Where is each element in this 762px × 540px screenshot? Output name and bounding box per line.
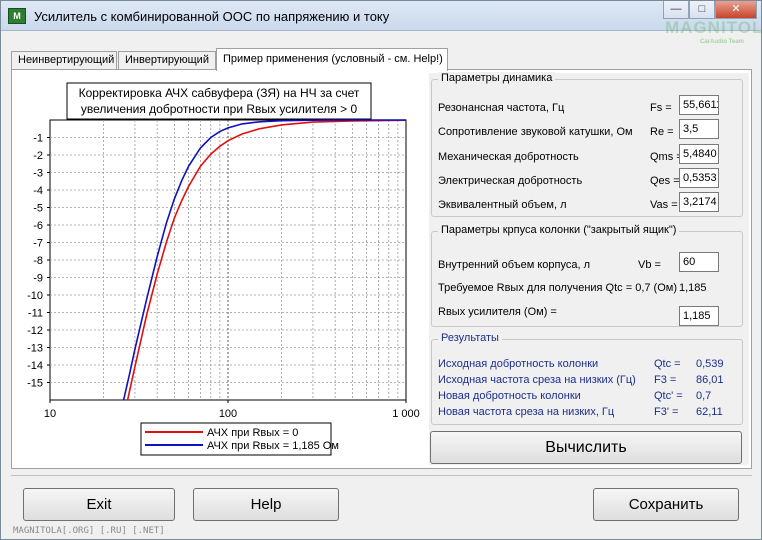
rout-label: Rвых усилителя (Ом) = xyxy=(438,306,557,318)
y-tick-label: -7 xyxy=(33,238,43,250)
y-tick-label: -5 xyxy=(33,203,43,215)
chart-title-line-1: Корректировка АЧХ сабвуфера (ЗЯ) на НЧ з… xyxy=(79,86,360,100)
y-tick-label: -9 xyxy=(33,273,43,285)
results-group: Результаты Исходная добротность колонки … xyxy=(431,332,743,425)
y-tick-label: -13 xyxy=(27,343,43,355)
fs-input[interactable]: 55,6611 xyxy=(679,95,719,115)
calculate-button[interactable]: Вычислить xyxy=(430,431,742,464)
x-tick-label: 1 000 xyxy=(392,408,420,420)
x-tick-label: 10 xyxy=(44,408,56,420)
y-tick-label: -12 xyxy=(27,325,43,337)
title-bar[interactable]: M Усилитель с комбинированной ООС по нап… xyxy=(1,1,761,31)
re-symbol: Re = xyxy=(650,126,674,138)
x-tick-label: 100 xyxy=(219,408,237,420)
f3-label: Исходная частота среза на низких (Гц) xyxy=(438,374,636,386)
exit-button[interactable]: Exit xyxy=(23,488,175,521)
chart-svg: Корректировка АЧХ сабвуфера (ЗЯ) на НЧ з… xyxy=(27,82,420,456)
required-rout-label: Требуемое Rвых для получения Qtc = 0,7 (… xyxy=(438,282,677,294)
frequency-response-chart: Корректировка АЧХ сабвуфера (ЗЯ) на НЧ з… xyxy=(17,75,422,459)
box-params-group: Параметры крпуса колонки ("закрытый ящик… xyxy=(431,224,743,327)
y-tick-label: -10 xyxy=(27,290,43,302)
box-params-title: Параметры крпуса колонки ("закрытый ящик… xyxy=(438,224,680,236)
y-tick-label: -3 xyxy=(33,168,43,180)
re-input[interactable]: 3,5 xyxy=(679,119,719,139)
qms-input[interactable]: 5,4840 xyxy=(679,144,719,164)
qes-input[interactable]: 0,5353 xyxy=(679,168,719,188)
qes-label: Электрическая добротность xyxy=(438,175,583,187)
qtc-value: 0,539 xyxy=(696,358,724,370)
minimize-button[interactable]: — xyxy=(663,1,689,19)
speaker-params-title: Параметры динамика xyxy=(438,72,556,84)
series-line-blue xyxy=(122,119,406,401)
new-qtc-value: 0,7 xyxy=(696,390,712,402)
vb-input[interactable]: 60 xyxy=(679,252,719,272)
help-button[interactable]: Help xyxy=(193,488,339,521)
new-qtc-label: Новая добротность колонки xyxy=(438,390,581,402)
plot-area: -1 -2 -3 -4 -5 -6 -7 -8 -9 -10 -11 -12 -13 -14 -15 10 10… xyxy=(27,119,420,420)
chart-title-box xyxy=(66,82,372,120)
re-label: Сопротивление звуковой катушки, Ом xyxy=(438,126,633,138)
legend-label-red: АЧХ при Rвых = 0 xyxy=(207,427,298,439)
new-qtc-symbol: Qtc' = xyxy=(654,390,683,402)
y-tick-label: -2 xyxy=(33,150,43,162)
new-f3-value: 62,11 xyxy=(696,406,723,418)
footer-divider xyxy=(11,475,752,476)
vb-symbol: Vb = xyxy=(638,259,661,271)
parameters-panel: Параметры динамика Резонансная частота, … xyxy=(429,72,749,465)
status-text: MAGNITOLA[.ORG] [.RU] [.NET] xyxy=(13,526,165,536)
required-rout-value: 1,185 xyxy=(679,282,707,294)
tab-noninverting[interactable]: Неинвертирующий xyxy=(11,51,117,70)
y-tick-label: -14 xyxy=(27,360,43,372)
vas-label: Эквивалентный объем, л xyxy=(438,199,567,211)
vb-label: Внутренний объем корпуса, л xyxy=(438,259,590,271)
qms-symbol: Qms = xyxy=(650,151,683,163)
window-controls: — □ ✕ xyxy=(663,1,757,21)
fs-label: Резонансная частота, Гц xyxy=(438,102,565,114)
window-title: Усилитель с комбинированной ООС по напря… xyxy=(34,9,390,24)
y-tick-label: -8 xyxy=(33,255,43,267)
f3-value: 86,01 xyxy=(696,374,724,386)
y-tick-label: -4 xyxy=(33,185,43,197)
results-title: Результаты xyxy=(438,332,502,344)
save-button[interactable]: Сохранить xyxy=(593,488,739,521)
vas-input[interactable]: 3,2174 xyxy=(679,192,719,212)
tab-example[interactable]: Пример применения (условный - см. Help!) xyxy=(216,48,448,71)
fs-symbol: Fs = xyxy=(650,102,672,114)
y-tick-label: -1 xyxy=(33,133,43,145)
legend-box xyxy=(140,422,332,456)
tab-inverting[interactable]: Инвертирующий xyxy=(118,51,216,70)
new-f3-label: Новая частота среза на низких, Гц xyxy=(438,406,615,418)
legend-label-blue: АЧХ при Rвых = 1,185 Ом xyxy=(207,440,339,452)
y-tick-label: -11 xyxy=(28,308,43,320)
new-f3-symbol: F3' = xyxy=(654,406,679,418)
maximize-button[interactable]: □ xyxy=(689,1,715,19)
qtc-symbol: Qtc = xyxy=(654,358,681,370)
qes-symbol: Qes = xyxy=(650,175,680,187)
chart-title-line-2: увеличения добротности при Rвых усилител… xyxy=(81,102,358,116)
close-button[interactable]: ✕ xyxy=(715,1,757,19)
f3-symbol: F3 = xyxy=(654,374,677,386)
app-logo-icon[interactable]: M xyxy=(8,8,26,24)
rout-input[interactable]: 1,185 xyxy=(679,306,719,326)
qms-label: Механическая добротность xyxy=(438,151,579,163)
speaker-params-group: Параметры динамика Резонансная частота, … xyxy=(431,72,743,217)
vas-symbol: Vas = xyxy=(650,199,678,211)
watermark-logo: MAGNITOLA xyxy=(665,18,761,37)
qtc-label: Исходная добротность колонки xyxy=(438,358,599,370)
watermark-subtitle: CarAudio Team xyxy=(700,39,744,45)
y-tick-label: -6 xyxy=(33,220,43,232)
y-tick-label: -15 xyxy=(27,378,43,390)
series-line-red xyxy=(126,119,407,401)
